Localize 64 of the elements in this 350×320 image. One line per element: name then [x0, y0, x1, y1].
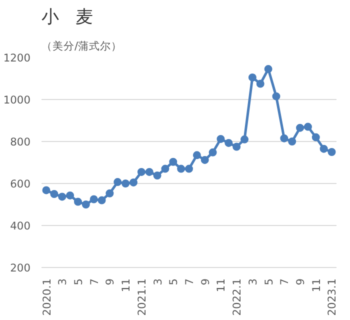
point [74, 198, 82, 206]
x-tick-label: 2020.1 [40, 278, 54, 316]
point [145, 168, 154, 176]
x-tick-label: 9 [104, 278, 117, 286]
point [312, 133, 320, 142]
x-tick-label: 9 [294, 278, 308, 286]
point [153, 172, 162, 180]
y-tick-label: 600 [10, 178, 31, 190]
point [161, 164, 170, 173]
x-tick-label: 7 [183, 278, 196, 286]
x-tick-label: 9 [198, 278, 212, 286]
point [66, 191, 74, 200]
point [240, 135, 249, 144]
x-tick-label: 11 [120, 278, 133, 292]
x-tick-label: 3 [151, 278, 164, 286]
point [200, 156, 209, 164]
point [256, 80, 264, 88]
point [296, 124, 304, 132]
point [320, 144, 328, 153]
x-tick-label: 2021.1 [135, 278, 148, 316]
point [185, 164, 193, 173]
point [114, 178, 122, 186]
x-tick-label: 7 [88, 278, 101, 286]
point [328, 148, 336, 156]
x-tick-label: 5 [262, 278, 276, 286]
chart-title: 小 麦 [42, 8, 92, 28]
point [58, 192, 66, 201]
point [50, 190, 58, 198]
x-tick-label: 5 [72, 278, 85, 286]
x-tick-label: 3 [246, 278, 260, 286]
point [208, 148, 217, 156]
point [82, 200, 90, 208]
x-tick-label: 11 [214, 278, 228, 292]
y-tick-label: 1200 [3, 52, 31, 64]
point [42, 186, 50, 194]
y-tick-label: 800 [10, 136, 31, 148]
point [272, 92, 280, 100]
point [98, 196, 106, 204]
point [177, 164, 186, 173]
y-tick-label: 400 [10, 220, 31, 232]
x-tick-label: 2023.1 [326, 278, 339, 316]
point [216, 134, 225, 143]
point [90, 195, 98, 204]
point [192, 151, 201, 160]
point [137, 168, 146, 176]
point [264, 65, 272, 74]
chart-subtitle: （美分/蒲式尔） [42, 40, 122, 52]
point [304, 122, 312, 131]
y-tick-label: 200 [10, 262, 31, 274]
point [224, 138, 233, 147]
point [122, 180, 130, 188]
point [248, 73, 256, 82]
x-tick-label: 7 [278, 278, 292, 286]
point [106, 189, 114, 198]
point [288, 138, 296, 146]
x-tick-label: 11 [310, 278, 323, 292]
x-tick-label: 2022.1 [230, 278, 244, 316]
point [129, 178, 138, 186]
y-tick-label: 1000 [3, 94, 31, 106]
point [232, 142, 241, 151]
point [169, 158, 178, 166]
point [280, 134, 288, 142]
x-tick-label: 5 [167, 278, 180, 286]
x-tick-label: 3 [56, 278, 70, 286]
